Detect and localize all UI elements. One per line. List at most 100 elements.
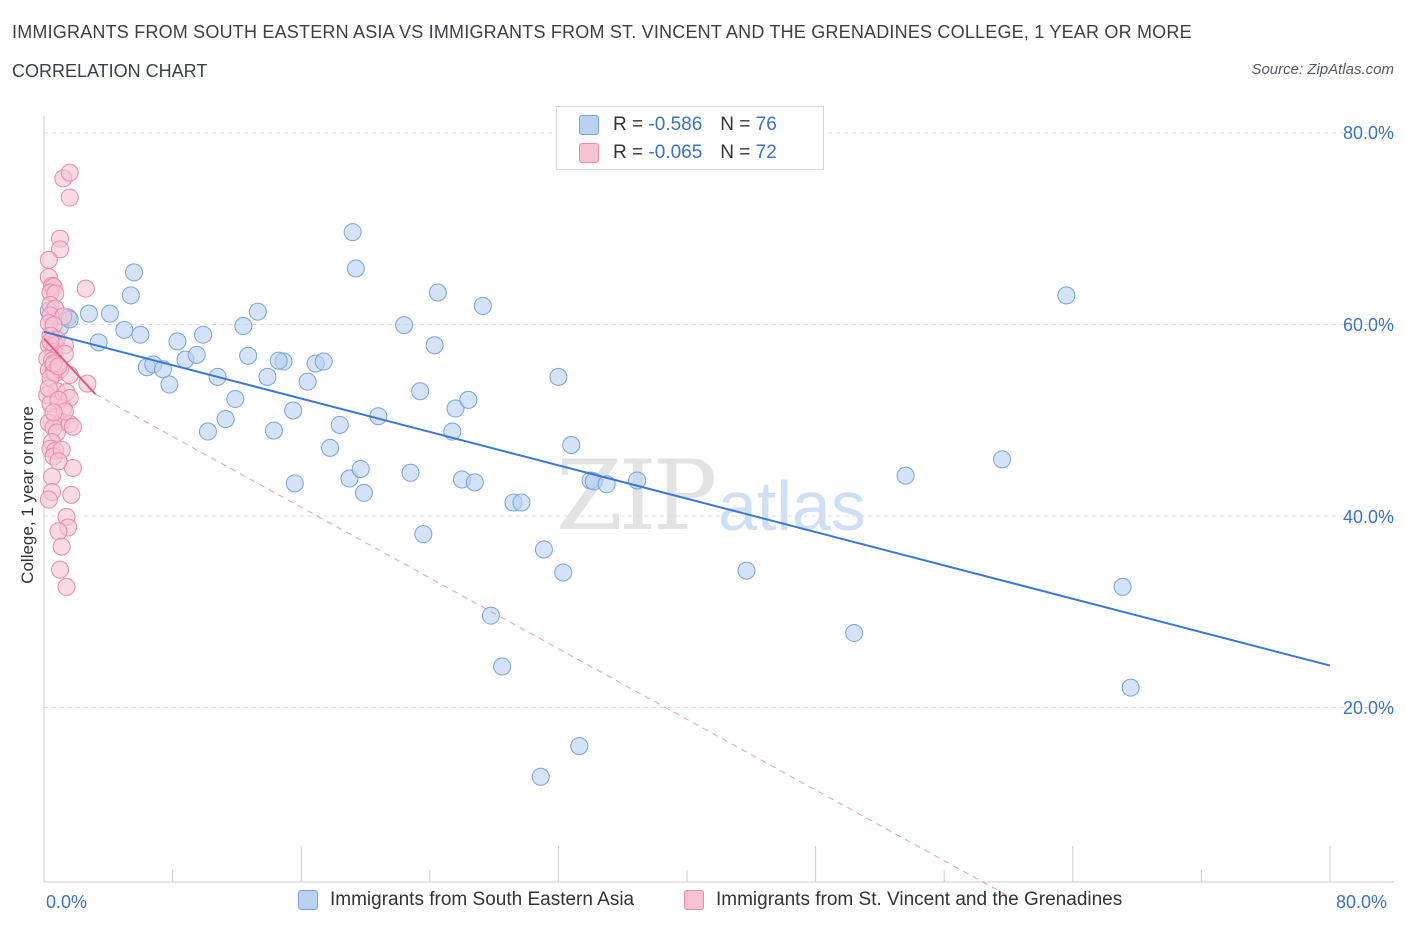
point-sea-44	[414, 525, 433, 544]
point-svg-61	[51, 560, 70, 579]
point-sea-71	[1113, 577, 1132, 596]
point-svg-56	[39, 490, 58, 509]
point-svg-70	[49, 452, 68, 471]
point-sea-73	[531, 767, 550, 786]
point-sea-13	[160, 375, 179, 394]
point-sea-50	[459, 390, 478, 409]
point-sea-5	[100, 304, 119, 323]
point-sea-24	[248, 302, 267, 321]
point-sea-69	[993, 450, 1012, 469]
point-svg-4	[51, 240, 70, 259]
point-sea-32	[314, 352, 333, 371]
legend-row-sea: R = -0.586 N = 76	[579, 114, 777, 136]
point-svg-68	[44, 403, 63, 422]
point-sea-30	[298, 372, 317, 391]
point-sea-68	[896, 466, 915, 485]
point-sea-26	[264, 421, 283, 440]
point-sea-53	[481, 606, 500, 625]
point-sea-52	[473, 296, 492, 315]
point-sea-70	[1057, 286, 1076, 305]
point-sea-34	[330, 415, 349, 434]
point-sea-36	[343, 223, 362, 242]
point-sea-37	[346, 259, 365, 278]
point-sea-42	[401, 463, 420, 482]
point-sea-8	[125, 263, 144, 282]
legend-label: Immigrants from St. Vincent and the Gren…	[716, 889, 1123, 910]
point-sea-43	[411, 382, 430, 401]
point-sea-28	[284, 401, 303, 420]
point-sea-38	[354, 483, 373, 502]
point-sea-21	[226, 389, 245, 408]
point-sea-7	[121, 286, 140, 305]
chart-title: IMMIGRANTS FROM SOUTH EASTERN ASIA VS IM…	[12, 22, 1192, 42]
point-sea-72	[1121, 678, 1140, 697]
point-svg-62	[57, 577, 76, 596]
point-svg-65	[39, 379, 58, 398]
n-label: N =	[720, 142, 751, 163]
x-tick-label-max: 80.0%	[1336, 892, 1388, 912]
point-sea-41	[395, 316, 414, 335]
point-sea-18	[198, 422, 217, 441]
pink-swatch-icon	[579, 143, 599, 163]
point-sea-23	[239, 346, 258, 365]
point-svg-47	[63, 417, 82, 436]
point-svg-53	[43, 467, 62, 486]
blue-swatch-icon	[298, 890, 318, 910]
watermark-atlas: atlas	[718, 467, 866, 545]
point-svg-1	[60, 163, 79, 182]
point-sea-22	[234, 317, 253, 336]
legend-item-sea[interactable]: Immigrants from South Eastern Asia	[298, 889, 634, 911]
blue-swatch-icon	[579, 115, 599, 135]
point-svg-2	[60, 188, 79, 207]
point-sea-17	[194, 325, 213, 344]
point-sea-25	[258, 367, 277, 386]
legend-row-svg: R = -0.065 N = 72	[579, 142, 777, 164]
y-axis-label: College, 1 year or more	[18, 406, 37, 584]
point-sea-56	[512, 493, 531, 512]
point-svg-55	[62, 485, 81, 504]
point-sea-33	[321, 438, 340, 457]
point-sea-57	[534, 540, 553, 559]
n-value: 76	[755, 114, 777, 135]
point-sea-29	[285, 474, 304, 493]
point-sea-9	[131, 325, 150, 344]
point-sea-67	[845, 623, 864, 642]
r-value: -0.586	[648, 114, 703, 135]
y-tick-label-80: 80.0%	[1342, 123, 1394, 143]
pink-swatch-icon	[684, 890, 704, 910]
point-sea-12	[153, 360, 172, 379]
point-sea-48	[446, 399, 465, 418]
source-label: Source: ZipAtlas.com	[1251, 61, 1394, 78]
r-label: R =	[613, 114, 644, 135]
point-sea-45	[425, 336, 444, 355]
point-sea-58	[549, 367, 568, 386]
point-sea-64	[597, 475, 616, 494]
point-sea-59	[554, 563, 573, 582]
point-svg-11	[76, 279, 95, 298]
point-sea-14	[168, 332, 187, 351]
trend-extension-svg	[95, 393, 1017, 901]
point-svg-34	[78, 374, 97, 393]
watermark-zip: ZIP	[556, 440, 717, 552]
point-sea-61	[570, 737, 589, 756]
point-sea-60	[562, 435, 581, 454]
point-sea-6	[115, 320, 134, 339]
legend-label: Immigrants from South Eastern Asia	[330, 889, 635, 910]
point-svg-5	[39, 250, 58, 269]
point-sea-54	[493, 657, 512, 676]
n-label: N =	[720, 114, 751, 135]
trend-line-svg	[43, 337, 97, 395]
series-legend: Immigrants from South Eastern Asia Immig…	[0, 889, 1406, 919]
point-sea-51	[465, 473, 484, 492]
trend-line-sea	[43, 330, 1331, 667]
point-sea-3	[80, 304, 99, 323]
point-sea-20	[216, 410, 235, 429]
n-value: 72	[755, 142, 777, 163]
legend-item-svg[interactable]: Immigrants from St. Vincent and the Gren…	[684, 889, 1122, 911]
chart-subtitle: CORRELATION CHART	[12, 61, 208, 81]
r-label: R =	[613, 142, 644, 163]
point-sea-39	[351, 459, 370, 478]
point-sea-66	[737, 561, 756, 580]
x-tick-label-min: 0.0%	[46, 892, 88, 912]
